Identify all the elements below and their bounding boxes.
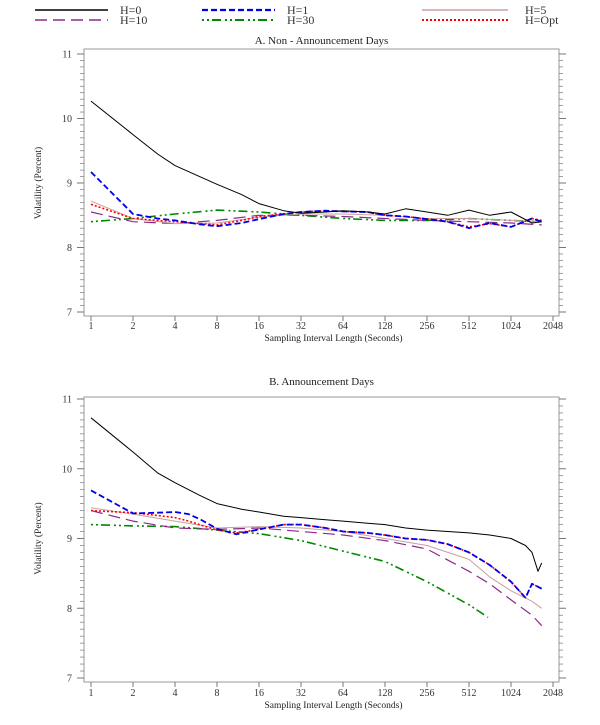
legend-label: H=1 xyxy=(287,3,308,17)
y-tick-label: 9 xyxy=(67,179,72,190)
legend-label: H=Opt xyxy=(525,13,559,27)
x-tick-label: 1 xyxy=(89,688,94,699)
panel-title: B. Announcement Days xyxy=(269,376,374,388)
x-tick-label: 32 xyxy=(296,688,306,699)
x-tick-label: 4 xyxy=(173,321,178,332)
x-tick-label: 1024 xyxy=(501,321,521,332)
series-line-h-5 xyxy=(90,200,542,225)
x-tick-label: 32 xyxy=(296,321,306,332)
x-tick-label: 256 xyxy=(420,688,435,699)
y-tick-label: 7 xyxy=(67,674,72,685)
y-tick-label: 10 xyxy=(62,464,72,475)
x-tick-label: 8 xyxy=(215,688,220,699)
legend-label: H=0 xyxy=(120,3,141,17)
legend-label: H=10 xyxy=(120,13,147,27)
x-tick-label: 1 xyxy=(89,321,94,332)
x-axis-label: Sampling Interval Length (Seconds) xyxy=(265,700,403,711)
series-line-h-30 xyxy=(90,523,489,618)
x-tick-label: 128 xyxy=(378,321,393,332)
series-line-h-0 xyxy=(90,417,543,572)
x-tick-label: 512 xyxy=(462,321,477,332)
y-tick-label: 8 xyxy=(67,243,72,254)
x-tick-label: 512 xyxy=(462,688,477,699)
plot-frame xyxy=(83,48,560,317)
panel-title: A. Non - Announcement Days xyxy=(255,35,389,47)
series-group xyxy=(90,100,542,229)
x-tick-label: 64 xyxy=(338,688,348,699)
series-line-h-5 xyxy=(90,507,542,609)
series-group xyxy=(90,417,543,627)
y-tick-label: 11 xyxy=(62,50,72,61)
x-tick-label: 16 xyxy=(254,688,264,699)
y-tick-label: 11 xyxy=(62,395,72,406)
x-tick-label: 4 xyxy=(173,688,178,699)
x-tick-label: 64 xyxy=(338,321,348,332)
series-line-h-10 xyxy=(90,510,543,627)
plot-frame xyxy=(83,396,560,683)
x-tick-label: 128 xyxy=(378,688,393,699)
x-tick-label: 2 xyxy=(131,688,136,699)
legend-entry-h-5: H=5 xyxy=(422,3,546,17)
x-axis-label: Sampling Interval Length (Seconds) xyxy=(265,333,403,344)
legend: H=0 H=1 H=5 H=10 H=30 H=Opt xyxy=(35,3,559,27)
series-line-h-0 xyxy=(90,100,542,224)
legend-entry-h-0: H=0 xyxy=(35,3,141,17)
x-tick-label: 256 xyxy=(420,321,435,332)
legend-entry-h-1: H=1 xyxy=(202,3,308,17)
series-line-h-opt xyxy=(90,509,543,599)
x-tick-label: 1024 xyxy=(501,688,521,699)
y-tick-label: 9 xyxy=(67,534,72,545)
x-tick-label: 2048 xyxy=(543,321,563,332)
series-line-h-10 xyxy=(90,211,542,226)
x-tick-label: 2 xyxy=(131,321,136,332)
y-tick-label: 7 xyxy=(67,308,72,319)
legend-entry-h-30: H=30 xyxy=(202,13,314,27)
x-tick-label: 8 xyxy=(215,321,220,332)
legend-label: H=30 xyxy=(287,13,314,27)
y-tick-label: 10 xyxy=(62,114,72,125)
series-line-h-1 xyxy=(90,489,543,599)
legend-entry-h-opt: H=Opt xyxy=(422,13,559,27)
y-axis-label: Volatility (Percent) xyxy=(33,502,44,574)
y-axis-label: Volatility (Percent) xyxy=(33,147,44,219)
y-tick-label: 8 xyxy=(67,604,72,615)
legend-entry-h-10: H=10 xyxy=(35,13,147,27)
legend-label: H=5 xyxy=(525,3,546,17)
x-tick-label: 16 xyxy=(254,321,264,332)
x-tick-label: 2048 xyxy=(543,688,563,699)
